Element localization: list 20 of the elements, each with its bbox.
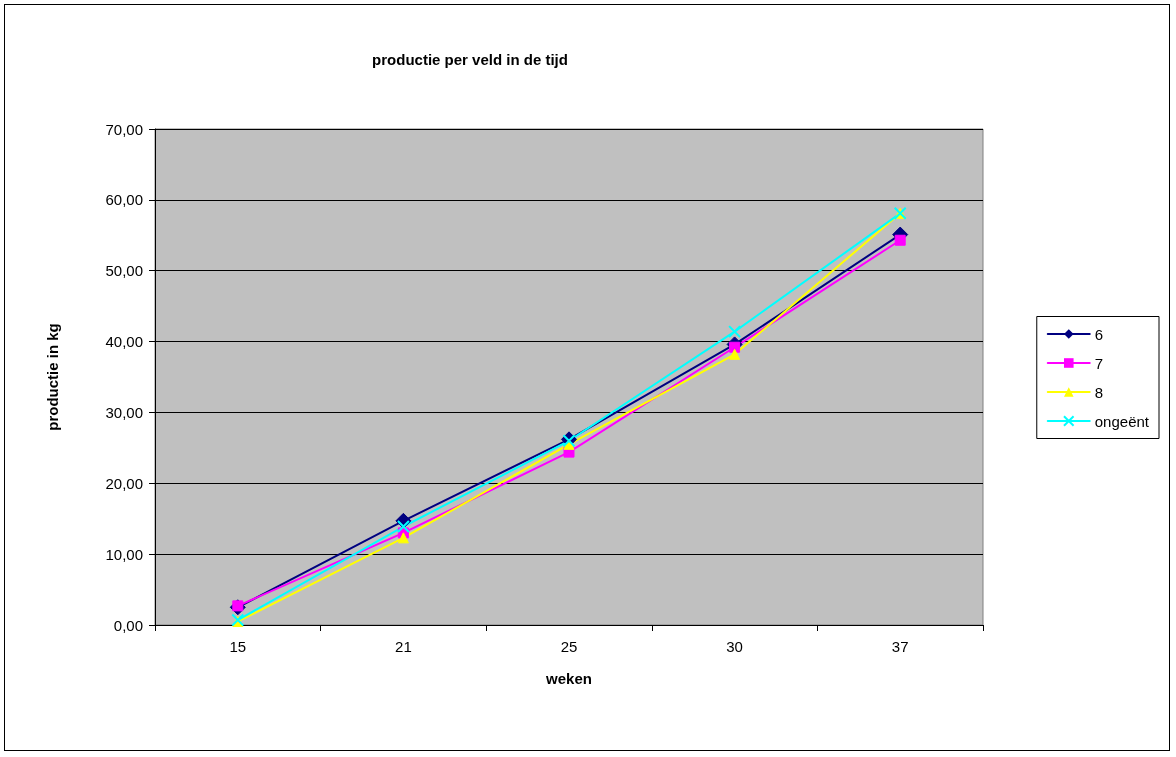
y-axis-title: productie in kg — [44, 323, 61, 431]
y-tick-label: 10,00 — [105, 545, 143, 563]
y-tick-label: 30,00 — [105, 403, 143, 421]
y-tick-label: 40,00 — [105, 333, 143, 351]
y-tick-label: 50,00 — [105, 262, 143, 280]
x-tick-label: 21 — [395, 638, 412, 655]
x-tick-label: 25 — [560, 638, 578, 655]
x-tick-label: 30 — [726, 638, 743, 655]
chart-title: productie per veld in de tijd — [372, 51, 568, 68]
legend-label: 7 — [1094, 354, 1104, 372]
y-tick-label: 0,00 — [113, 616, 143, 634]
y-tick-label: 70,00 — [105, 120, 143, 138]
x-tick-label: 15 — [229, 638, 247, 655]
legend-label: 6 — [1094, 325, 1104, 343]
legend-label: 8 — [1094, 383, 1104, 401]
legend-label: ongeënt — [1094, 412, 1150, 430]
y-tick-label: 60,00 — [105, 191, 143, 209]
x-axis-title: weken — [545, 670, 592, 687]
y-tick-label: 20,00 — [105, 474, 143, 492]
x-tick-label: 37 — [891, 638, 909, 655]
